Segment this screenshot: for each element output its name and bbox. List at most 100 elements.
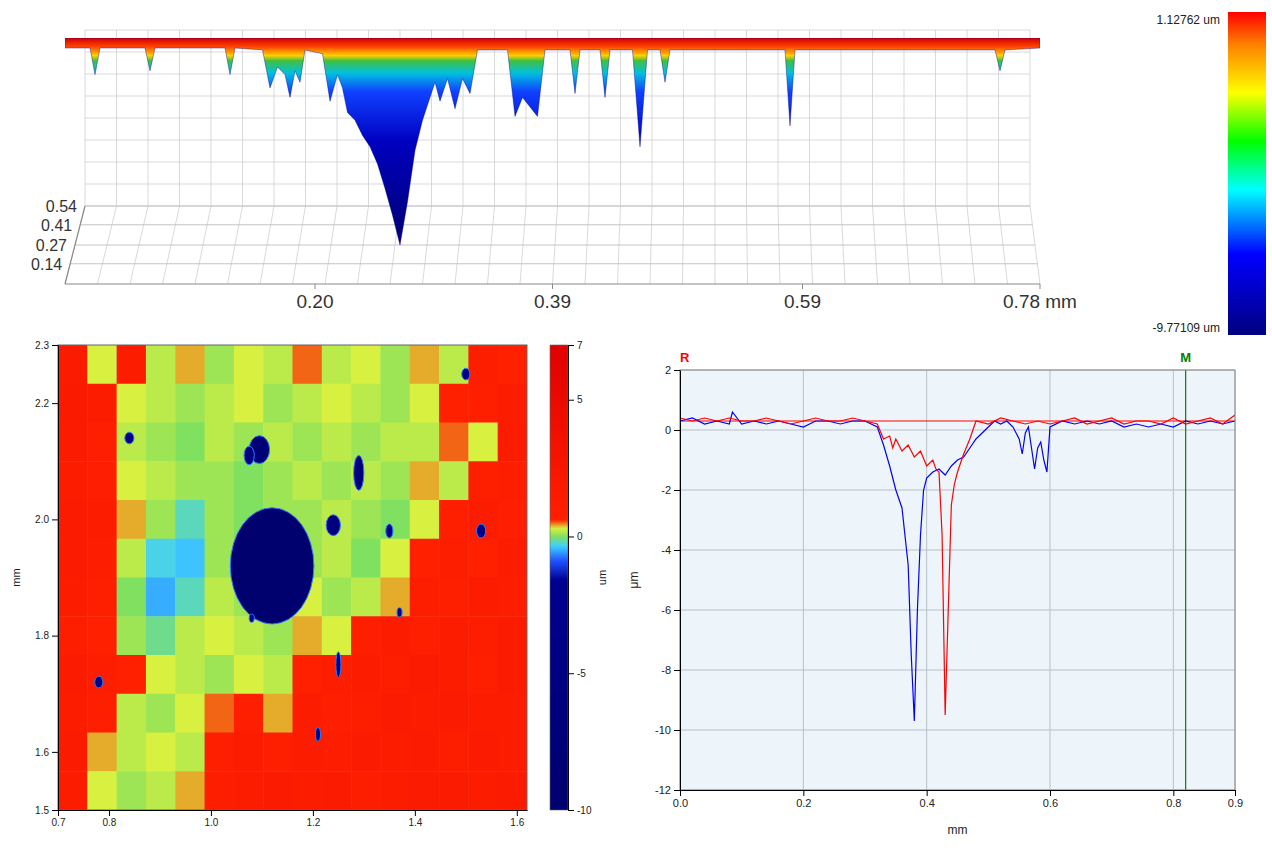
- heatmap-cell: [146, 733, 176, 772]
- heatmap-cell: [175, 771, 205, 810]
- colorbar-label: 1.12762 um: [1157, 13, 1220, 27]
- axis-title: mm: [10, 568, 22, 586]
- tick: 0.2: [796, 790, 811, 809]
- heatmap-cell: [468, 771, 498, 810]
- heatmap-cell: [380, 578, 410, 617]
- tick-mark: [52, 636, 58, 637]
- heatmap-cell: [234, 655, 264, 694]
- heatmap-cell: [87, 694, 117, 733]
- heatmap-cell: [439, 500, 469, 539]
- heatmap-cell: [175, 384, 205, 423]
- x-axis: 0.70.81.01.21.41.6: [52, 810, 528, 828]
- heatmap-cell: [498, 616, 527, 655]
- tick-mark: [315, 284, 316, 289]
- tick-label: 1.5: [35, 805, 49, 816]
- heatmap-cell: [58, 500, 88, 539]
- tick: 7: [568, 340, 583, 351]
- heatmap-cell: [146, 578, 176, 617]
- heatmap-cell: [263, 345, 293, 384]
- heatmap-cell: [439, 461, 469, 500]
- heatmap-cell: [117, 500, 147, 539]
- grid: [65, 30, 1040, 284]
- grid-line: [680, 610, 1235, 611]
- reference-line: [1185, 370, 1186, 790]
- plot-background: [680, 370, 1235, 790]
- heatmap-cell: [498, 539, 527, 578]
- tick-label: 2.3: [35, 340, 49, 351]
- heatmap-cell: [146, 423, 176, 462]
- heatmap-cell: [380, 694, 410, 733]
- heatmap-cell: [468, 655, 498, 694]
- heatmap-cell: [351, 578, 381, 617]
- tick-label: 0: [665, 424, 671, 436]
- pit: [336, 652, 341, 678]
- tick-label: 2: [665, 364, 671, 376]
- grid-line: [803, 370, 804, 790]
- tick-mark: [1050, 790, 1051, 796]
- tick: 0.0: [673, 790, 688, 809]
- heatmap-cell: [468, 461, 498, 500]
- heatmap-cell: [351, 733, 381, 772]
- tick-mark: [568, 400, 574, 401]
- y-axis: -12-10-8-6-4-202: [655, 364, 680, 796]
- heatmap-cell: [117, 539, 147, 578]
- tick: -10: [568, 805, 592, 816]
- heatmap-cell: [293, 345, 323, 384]
- heatmap-panel: 0.70.81.01.21.41.61.51.61.82.02.22.3mm-1…: [10, 340, 608, 828]
- grid-line: [680, 670, 1235, 671]
- plot-frame: [680, 370, 1235, 790]
- heatmap-cell: [205, 733, 235, 772]
- pit: [462, 368, 470, 380]
- axis-title: μm: [627, 572, 641, 589]
- heatmap-cell: [410, 345, 440, 384]
- axis-title: mm: [948, 823, 968, 837]
- surface-profile: [65, 38, 1040, 245]
- heatmap-cell: [205, 655, 235, 694]
- heatmap-cell: [263, 384, 293, 423]
- heatmap-cell: [175, 500, 205, 539]
- heatmap-cell: [293, 461, 323, 500]
- tick-label: 0.7: [52, 817, 66, 828]
- tick: 0.9: [1228, 790, 1243, 809]
- tick-mark: [1235, 790, 1236, 796]
- heatmap-cell: [58, 578, 88, 617]
- tick-mark: [52, 752, 58, 753]
- heatmap-cell: [293, 771, 323, 810]
- tick-label: 2.0: [35, 514, 49, 525]
- heatmap-cell: [146, 500, 176, 539]
- plot-area: [680, 370, 1235, 790]
- colorbar: [550, 345, 568, 810]
- heatmap-cell: [351, 345, 381, 384]
- heatmap-cell: [468, 384, 498, 423]
- heatmap-cell: [58, 655, 88, 694]
- tick-mark: [674, 670, 680, 671]
- heatmap-cell: [410, 771, 440, 810]
- tick: 0.8: [1166, 790, 1181, 809]
- heatmap-cell: [380, 423, 410, 462]
- heatmap-cell: [410, 578, 440, 617]
- pit: [386, 524, 393, 538]
- heatmap-cell: [146, 655, 176, 694]
- profile-panel: 0.00.20.40.60.80.9-12-10-8-6-4-202mmμmRM: [627, 350, 1243, 837]
- wall-grid-line: [85, 30, 1030, 31]
- tick-label: -2: [661, 484, 671, 496]
- heatmap-cell: [380, 733, 410, 772]
- heatmap-cell: [234, 345, 264, 384]
- heatmap-cell: [468, 616, 498, 655]
- heatmap-cell: [468, 578, 498, 617]
- tick: -5: [568, 668, 586, 679]
- tick-label: 0.0: [673, 797, 688, 809]
- heatmap-cell: [410, 694, 440, 733]
- grid-line: [680, 550, 1235, 551]
- heatmap-cell: [58, 616, 88, 655]
- heatmap-cell: [380, 771, 410, 810]
- tick-label: 0: [577, 531, 583, 542]
- tick-label: 1.4: [408, 817, 422, 828]
- heatmap-cell: [380, 539, 410, 578]
- heatmap-cell: [439, 733, 469, 772]
- heatmap-cell: [205, 423, 235, 462]
- pit: [95, 676, 103, 688]
- tick-mark: [680, 790, 681, 796]
- axis-line: [59, 810, 528, 811]
- heatmap-cell: [117, 384, 147, 423]
